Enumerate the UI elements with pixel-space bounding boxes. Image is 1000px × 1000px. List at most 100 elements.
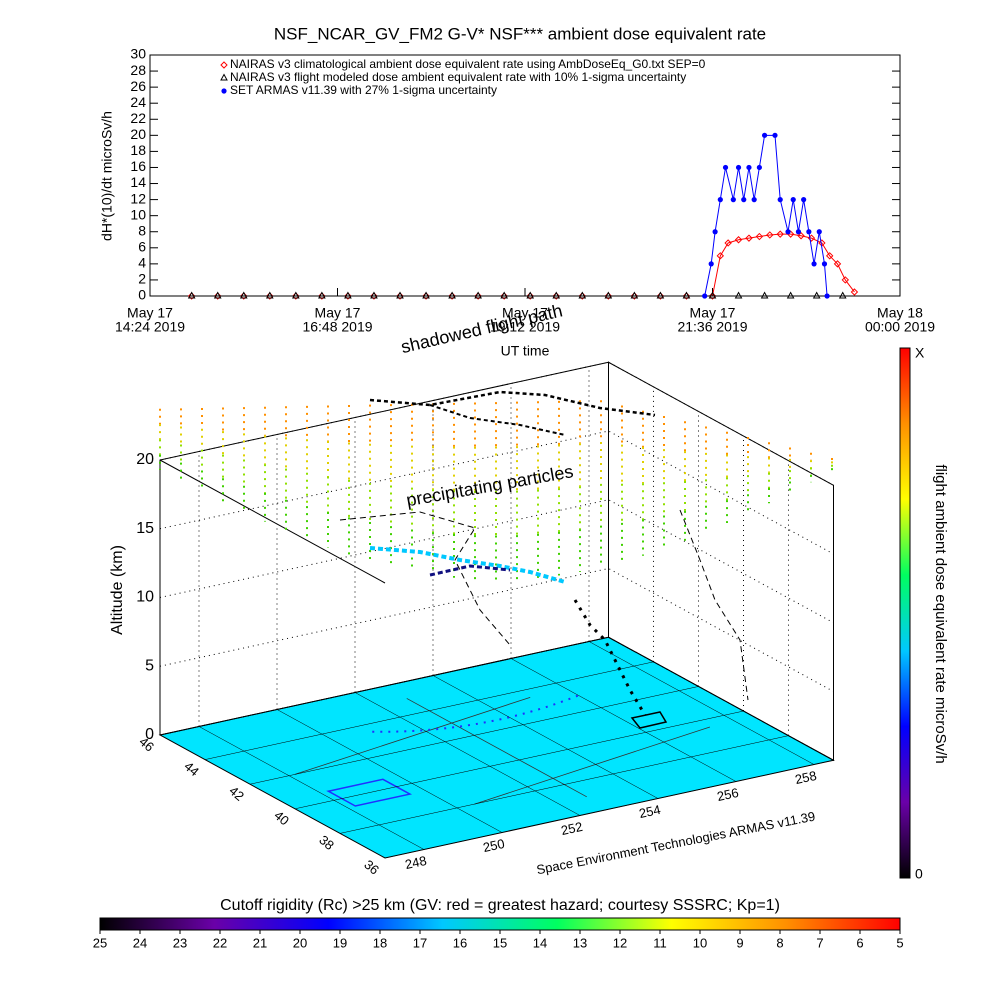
marker — [344, 291, 352, 299]
y-tick-label: 20 — [130, 126, 146, 142]
marker — [751, 197, 757, 203]
y-tick-label: 40 — [271, 808, 292, 829]
legend-label: NAIRAS v3 climatological ambient dose eq… — [230, 57, 706, 71]
marker — [213, 291, 222, 299]
marker — [755, 232, 764, 241]
marker — [756, 164, 762, 171]
z-axis-label: Altitude (km) — [109, 545, 126, 635]
x-tick-label: 19:12 2019 — [490, 319, 560, 335]
marker — [702, 293, 708, 299]
colorbar-tick-label: 21 — [253, 935, 267, 950]
marker — [214, 292, 222, 300]
marker — [187, 291, 196, 299]
colorbar-tick-label: 19 — [333, 935, 347, 950]
marker — [422, 291, 430, 299]
colorbar-label: flight ambient dose equivalent rate micr… — [932, 464, 949, 763]
precip-outline — [679, 509, 749, 701]
colorbar-tick-label: 24 — [133, 935, 147, 950]
marker — [474, 292, 482, 300]
x-tick-label: May 17 — [127, 305, 173, 321]
y-tick — [159, 637, 609, 736]
z-tick-label: 5 — [145, 657, 154, 674]
marker — [240, 292, 248, 300]
marker — [682, 291, 691, 299]
x-tick — [432, 675, 659, 799]
marker — [370, 291, 378, 299]
colorbar-tick-label: 18 — [373, 935, 387, 950]
marker — [708, 261, 714, 267]
colorbar-tick-label: 25 — [93, 935, 107, 950]
marker — [220, 73, 228, 81]
marker — [221, 88, 227, 94]
colorbar-tick-label: 15 — [493, 935, 507, 950]
colorbar-tick-label: 14 — [533, 935, 547, 950]
marker — [745, 234, 753, 242]
marker — [604, 291, 613, 299]
x-tick-label: 250 — [482, 836, 506, 855]
marker — [811, 261, 817, 267]
marker — [746, 164, 752, 171]
marker — [292, 292, 300, 300]
series-line — [704, 134, 828, 297]
colorbar-tick-label: 6 — [856, 935, 863, 950]
x-tick-label: 252 — [560, 819, 584, 838]
x-tick-label: 14:24 2019 — [115, 319, 185, 335]
y-tick-label: 4 — [138, 255, 146, 271]
marker — [812, 291, 821, 299]
grid-line — [159, 499, 834, 624]
z-tick-label: 20 — [136, 451, 154, 468]
colorbar-tick-label: 11 — [653, 935, 667, 950]
flight-shadow — [429, 404, 566, 436]
legend-label: NAIRAS v3 flight modeled dose ambient eq… — [230, 70, 686, 84]
marker — [578, 291, 587, 299]
y-tick — [384, 760, 834, 859]
marker — [716, 252, 725, 260]
y-tick-label: 2 — [138, 271, 146, 287]
marker — [838, 291, 847, 299]
marker — [344, 292, 352, 300]
z-tick-label: 0 — [145, 726, 154, 743]
colorbar-min: 0 — [915, 866, 923, 882]
marker — [266, 292, 274, 300]
floor-track — [372, 694, 579, 733]
marker — [604, 292, 613, 300]
marker — [526, 291, 535, 299]
marker — [821, 261, 828, 267]
x-tick-label: 258 — [794, 768, 818, 787]
series-line — [191, 233, 855, 297]
marker — [552, 291, 561, 299]
marker — [220, 61, 228, 69]
map-line — [294, 696, 531, 775]
marker — [786, 291, 795, 299]
marker — [785, 229, 791, 235]
x-tick-label: 00:00 2019 — [865, 319, 935, 335]
marker — [790, 197, 796, 203]
colorbar-tick-label: 13 — [573, 935, 587, 950]
marker — [500, 291, 509, 299]
colorbar-title: Cutoff rigidity (Rc) >25 km (GV: red = g… — [220, 897, 780, 914]
colorbar-tick-label: 9 — [736, 935, 743, 950]
y-tick — [339, 735, 789, 834]
marker — [682, 292, 691, 300]
x-tick — [588, 641, 815, 765]
colorbar-tick-label: 22 — [213, 935, 227, 950]
marker — [850, 288, 859, 296]
marker — [318, 292, 326, 300]
map-line — [474, 726, 711, 805]
x-tick-label: May 17 — [690, 305, 736, 321]
colorbar-tick-label: 5 — [896, 935, 903, 950]
x-tick-label: May 18 — [877, 305, 923, 321]
marker — [776, 230, 784, 238]
y-tick-label: 24 — [130, 94, 146, 110]
colorbar-tick-label: 8 — [776, 935, 783, 950]
map-region — [326, 778, 413, 807]
x-tick — [198, 726, 425, 850]
marker — [291, 291, 300, 299]
y-tick-label: 16 — [130, 158, 146, 174]
y-tick-label: 38 — [316, 832, 337, 853]
x-tick — [276, 709, 503, 833]
y-tick-label: 0 — [138, 287, 146, 303]
marker — [396, 291, 404, 299]
marker — [265, 291, 274, 299]
colorbar-tick-label: 20 — [293, 935, 307, 950]
